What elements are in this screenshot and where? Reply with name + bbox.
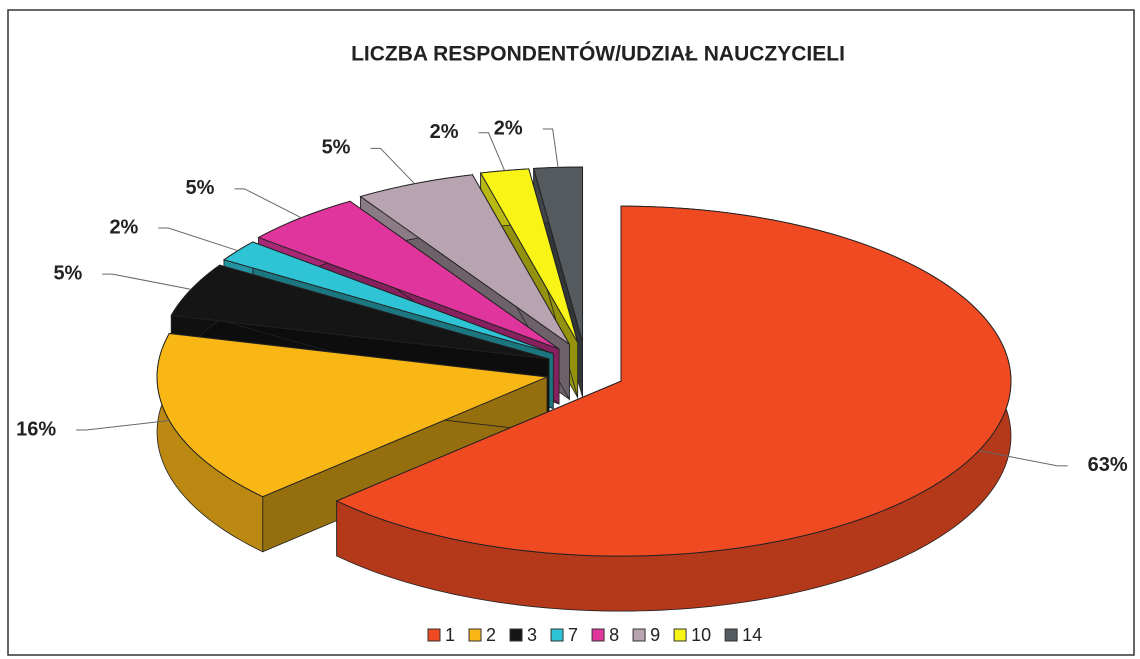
legend-swatch (427, 628, 441, 642)
legend-label: 9 (650, 625, 660, 645)
pie-slice (257, 200, 560, 350)
legend-label: 1 (445, 625, 455, 645)
legend-swatch (591, 628, 605, 642)
leader-line (76, 419, 170, 431)
data-label: 5% (53, 262, 82, 284)
data-label: 5% (186, 177, 215, 199)
legend-swatch (509, 628, 523, 642)
pie-slice (359, 174, 570, 345)
legend-label: 7 (568, 625, 578, 645)
leader-line (158, 227, 238, 252)
legend-swatch (632, 628, 646, 642)
data-label: 2% (109, 216, 138, 238)
pie-slice (156, 332, 549, 498)
data-label: 63% (1088, 454, 1128, 476)
data-label: 5% (322, 137, 351, 159)
legend-swatch (468, 628, 482, 642)
leader-line (978, 450, 1068, 467)
leader-line (234, 188, 302, 219)
data-label: 2% (430, 121, 459, 143)
pie-slice (479, 168, 579, 343)
pie-slice (533, 166, 584, 343)
slice (156, 332, 549, 553)
leader-line (542, 128, 559, 168)
data-label: 16% (16, 418, 56, 440)
legend-swatch (724, 628, 738, 642)
legend-label: 2 (486, 625, 496, 645)
leader-line (102, 273, 192, 290)
legend-label: 3 (527, 625, 537, 645)
chart-title: LICZBA RESPONDENTÓW/UDZIAŁ NAUCZYCIELI (351, 42, 845, 66)
pie-slice (335, 205, 1012, 557)
legend-label: 14 (742, 625, 762, 645)
slice (335, 205, 1012, 612)
leader-line (478, 132, 506, 171)
legend-label: 8 (609, 625, 619, 645)
data-label: 2% (494, 117, 523, 139)
leader-line (370, 147, 415, 185)
pie-slice (170, 264, 550, 360)
legend-label: 10 (691, 625, 711, 645)
pie-slice (222, 241, 554, 355)
legend-swatch (550, 628, 564, 642)
legend-swatch (673, 628, 687, 642)
